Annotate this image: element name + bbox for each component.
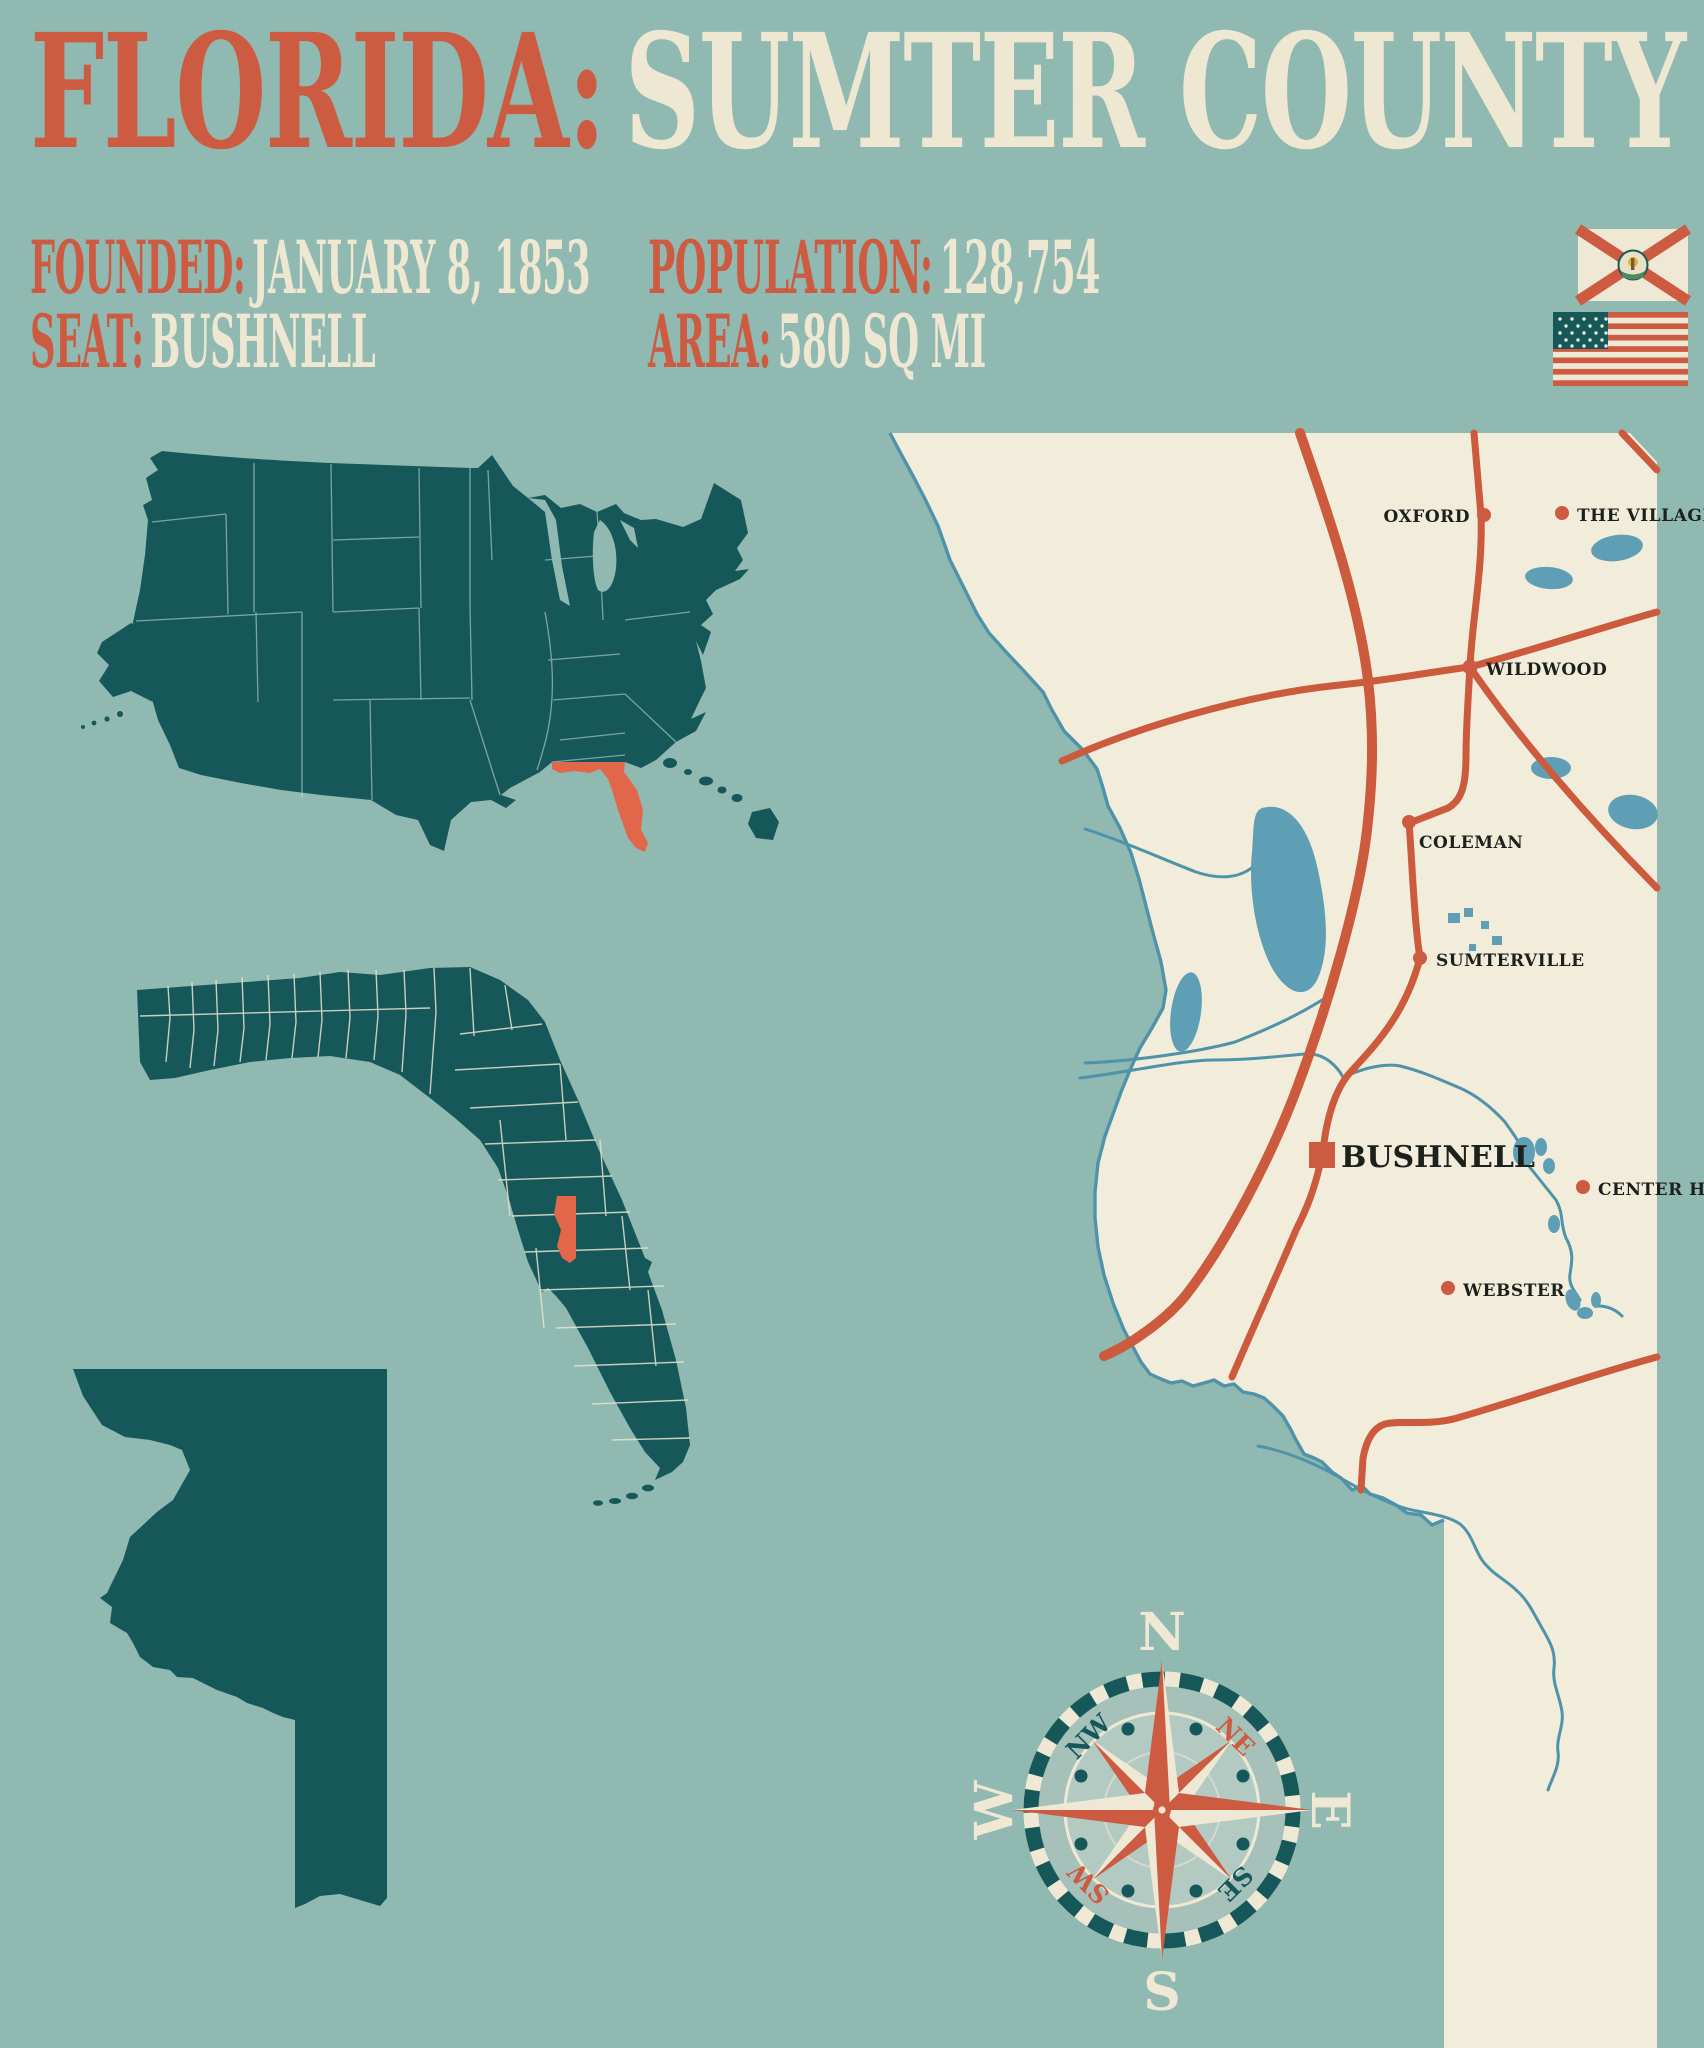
compass-w-label: W bbox=[964, 1779, 1025, 1840]
town-center-hill: CENTER HILL bbox=[1576, 1180, 1704, 1200]
fact-population-value: 128,754 bbox=[939, 225, 1100, 311]
fact-population: POPULATION: 128,754 bbox=[648, 232, 1100, 305]
fact-population-label: POPULATION: bbox=[648, 225, 933, 311]
state-borders bbox=[135, 463, 691, 801]
county-borders bbox=[139, 967, 691, 1441]
town-sumterville-label: SUMTERVILLE bbox=[1436, 951, 1585, 971]
sumter-county-highlight bbox=[554, 1196, 576, 1263]
great-lakes bbox=[528, 498, 638, 606]
alaska bbox=[97, 623, 252, 723]
town-oxford-label: OXFORD bbox=[1384, 507, 1470, 527]
interstate-75-road bbox=[1099, 428, 1378, 1361]
town-sumterville: SUMTERVILLE bbox=[1413, 951, 1585, 971]
town-the-villages-label: THE VILLAGES bbox=[1577, 506, 1704, 526]
towns: OXFORD THE VILLAGES WILDWOOD COLEMAN SUM… bbox=[1309, 506, 1704, 1301]
sumter-county-silhouette bbox=[73, 1369, 387, 1908]
compass-s-label: S bbox=[1143, 1962, 1181, 2023]
town-center-hill-label: CENTER HILL bbox=[1598, 1180, 1704, 1200]
town-bushnell-county-seat: BUSHNELL bbox=[1309, 1140, 1535, 1175]
fact-area-label: AREA: bbox=[648, 299, 772, 385]
town-oxford: OXFORD bbox=[1384, 507, 1491, 527]
roads bbox=[1058, 428, 1661, 1494]
fact-seat-value: BUSHNELL bbox=[150, 299, 376, 385]
town-bushnell-label: BUSHNELL bbox=[1341, 1140, 1535, 1175]
us-301-road bbox=[1408, 429, 1485, 826]
town-coleman-label: COLEMAN bbox=[1419, 833, 1523, 853]
compass-n-label: N bbox=[1138, 1602, 1186, 1663]
town-wildwood: WILDWOOD bbox=[1462, 659, 1607, 680]
lakes bbox=[1170, 534, 1658, 1319]
compass-e-label: E bbox=[1299, 1790, 1360, 1830]
lake-panasoffkee bbox=[1250, 806, 1326, 993]
flag-stars bbox=[1558, 317, 1608, 348]
compass-star-diagonals bbox=[1092, 1740, 1232, 1880]
state-road-44 bbox=[1058, 608, 1661, 765]
town-the-villages: THE VILLAGES bbox=[1555, 506, 1704, 526]
fact-seat: SEAT: BUSHNELL bbox=[30, 306, 376, 379]
florida-counties-map-sumter-highlighted bbox=[137, 967, 691, 1506]
sumter-county-detail-map: OXFORD THE VILLAGES WILDWOOD COLEMAN SUM… bbox=[888, 428, 1704, 2048]
fact-founded-value: JANUARY 8, 1853 bbox=[251, 225, 591, 311]
hawaii bbox=[663, 758, 779, 840]
fact-founded: FOUNDED: JANUARY 8, 1853 bbox=[30, 232, 591, 305]
compass-rose: NW NE SE SW N S E W bbox=[964, 1602, 1360, 2023]
fact-area-value: 580 SQ MI bbox=[777, 299, 987, 385]
fact-founded-label: FOUNDED: bbox=[30, 225, 246, 311]
town-wildwood-label: WILDWOOD bbox=[1485, 660, 1607, 680]
florida-keys bbox=[593, 1484, 654, 1506]
town-webster: WEBSTER bbox=[1441, 1281, 1565, 1301]
usa-map-florida-highlighted bbox=[81, 451, 779, 852]
title-state: FLORIDA: bbox=[30, 0, 606, 185]
page-title: FLORIDA: SUMTER COUNTY bbox=[30, 14, 1686, 172]
town-webster-label: WEBSTER bbox=[1462, 1281, 1565, 1301]
florida-state-flag-icon bbox=[1574, 224, 1692, 306]
title-county: SUMTER COUNTY bbox=[624, 0, 1686, 185]
fact-area: AREA: 580 SQ MI bbox=[648, 306, 986, 379]
town-coleman: COLEMAN bbox=[1402, 815, 1523, 853]
us-flag-icon bbox=[1553, 312, 1688, 386]
fact-seat-label: SEAT: bbox=[30, 299, 144, 385]
florida-highlight bbox=[552, 762, 648, 852]
state-road-50 bbox=[1357, 1353, 1661, 1494]
compass-dots bbox=[1074, 1722, 1250, 1898]
withlacoochee-border-river bbox=[888, 432, 1445, 1527]
